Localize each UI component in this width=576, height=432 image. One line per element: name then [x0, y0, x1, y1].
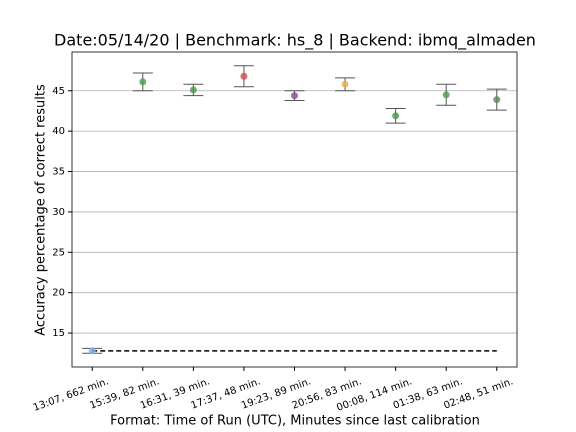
point [442, 91, 450, 99]
point [493, 96, 501, 104]
point [139, 78, 147, 86]
y-tick-label: 45 [52, 86, 65, 97]
y-tick-label: 30 [52, 207, 65, 218]
y-tick-label: 40 [52, 126, 65, 137]
y-tick-label: 15 [52, 328, 65, 339]
point [189, 86, 197, 94]
chart-title: Date:05/14/20 | Benchmark: hs_8 | Backen… [54, 31, 536, 51]
x-axis-label: Format: Time of Run (UTC), Minutes since… [110, 414, 480, 429]
point [88, 347, 96, 355]
point [291, 92, 298, 100]
y-tick-label: 20 [52, 288, 65, 299]
point [392, 112, 400, 120]
y-axis-label: Accuracy percentage of correct results [34, 84, 49, 336]
point [341, 80, 349, 88]
y-tick-label: 35 [52, 167, 65, 178]
point [240, 72, 248, 80]
y-tick-label: 25 [52, 247, 65, 258]
